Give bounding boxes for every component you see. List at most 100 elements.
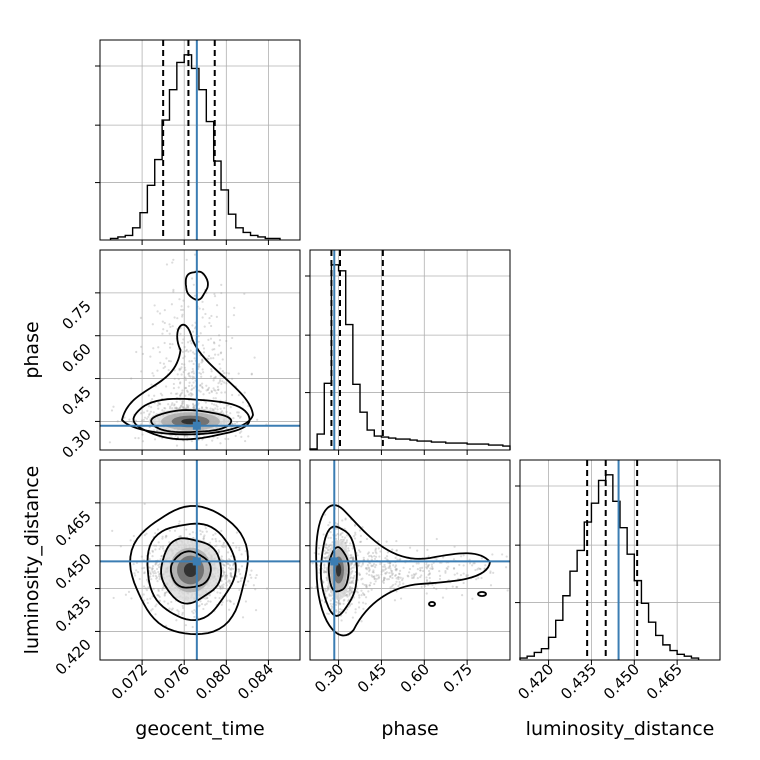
sample-point	[394, 574, 397, 577]
sample-point	[408, 567, 412, 571]
sample-point	[181, 389, 184, 392]
sample-point	[221, 369, 224, 373]
sample-point	[385, 571, 389, 574]
sample-point	[394, 573, 397, 577]
sample-point	[566, 556, 568, 558]
sample-point	[425, 563, 428, 566]
sample-point	[218, 596, 221, 600]
sample-point	[326, 551, 329, 554]
sample-point	[340, 619, 343, 622]
sample-point	[365, 537, 369, 541]
sample-point	[243, 292, 246, 295]
sample-point	[180, 362, 184, 366]
sample-point	[429, 567, 432, 570]
sample-point	[241, 616, 245, 619]
sample-point	[224, 574, 228, 577]
sample-point	[207, 600, 210, 603]
sample-point	[237, 372, 240, 375]
contour-1	[132, 397, 251, 441]
sample-point	[179, 382, 182, 385]
sample-point	[350, 556, 353, 559]
sample-point	[360, 565, 363, 568]
sample-point	[237, 580, 240, 584]
sample-point	[151, 570, 154, 573]
sample-point	[187, 384, 191, 388]
sample-point	[382, 578, 386, 582]
sample-point	[250, 372, 253, 375]
sample-point	[191, 330, 195, 333]
sample-point	[354, 531, 357, 534]
sample-point	[229, 600, 232, 603]
sample-point	[247, 580, 250, 583]
sample-point	[167, 368, 170, 372]
sample-point	[247, 435, 250, 438]
sample-point	[226, 551, 230, 554]
sample-point	[193, 405, 196, 408]
sample-point	[213, 292, 216, 296]
sample-point	[161, 537, 164, 540]
sample-point	[350, 581, 353, 584]
sample-point	[165, 263, 169, 266]
sample-point	[229, 572, 232, 575]
sample-point	[166, 602, 170, 605]
sample-point	[116, 420, 119, 423]
sample-point	[465, 575, 468, 578]
sample-point	[209, 407, 212, 410]
sample-point	[265, 587, 269, 590]
sample-point	[395, 577, 398, 580]
sample-point	[399, 558, 402, 561]
sample-point	[426, 564, 430, 567]
sample-point	[353, 574, 356, 578]
sample-point	[110, 409, 114, 412]
sample-point	[199, 529, 202, 532]
sample-point	[330, 604, 333, 608]
sample-point	[192, 406, 196, 409]
sample-point	[156, 246, 158, 248]
sample-point	[135, 350, 138, 354]
sample-point	[471, 597, 474, 600]
sample-point	[186, 390, 189, 393]
sample-point	[151, 565, 155, 568]
sample-point	[395, 567, 398, 571]
sample-point	[163, 321, 166, 325]
sample-point	[326, 547, 329, 550]
sample-point	[183, 366, 187, 369]
sample-point	[210, 390, 213, 394]
sample-point	[157, 402, 161, 406]
sample-point	[348, 588, 351, 591]
sample-point	[511, 553, 513, 555]
sample-point	[165, 535, 168, 538]
sample-point	[419, 575, 422, 579]
sample-point	[211, 348, 214, 351]
sample-point	[158, 563, 162, 566]
sample-point	[351, 579, 355, 582]
sample-point	[243, 391, 246, 394]
sample-point	[201, 359, 204, 362]
sample-point	[185, 389, 189, 392]
sample-point	[341, 538, 344, 541]
sample-point	[328, 594, 331, 597]
sample-point	[232, 567, 235, 570]
sample-point	[191, 625, 194, 629]
sample-point	[157, 346, 160, 349]
sample-point	[208, 317, 211, 320]
sample-point	[377, 540, 380, 543]
sample-point	[170, 303, 173, 306]
sample-point	[227, 579, 231, 582]
sample-point	[191, 351, 195, 354]
sample-point	[182, 357, 185, 360]
sample-point	[209, 375, 213, 378]
sample-point	[154, 548, 157, 551]
sample-point	[184, 368, 187, 372]
sample-point	[421, 566, 424, 569]
sample-point	[219, 587, 222, 590]
sample-point	[165, 357, 168, 360]
sample-point	[391, 573, 394, 577]
sample-point	[220, 291, 223, 295]
contour-3	[477, 591, 487, 597]
sample-point	[471, 564, 474, 567]
sample-point	[213, 342, 216, 345]
sample-point	[212, 387, 215, 390]
sample-point	[317, 552, 320, 556]
sample-point	[190, 394, 193, 397]
